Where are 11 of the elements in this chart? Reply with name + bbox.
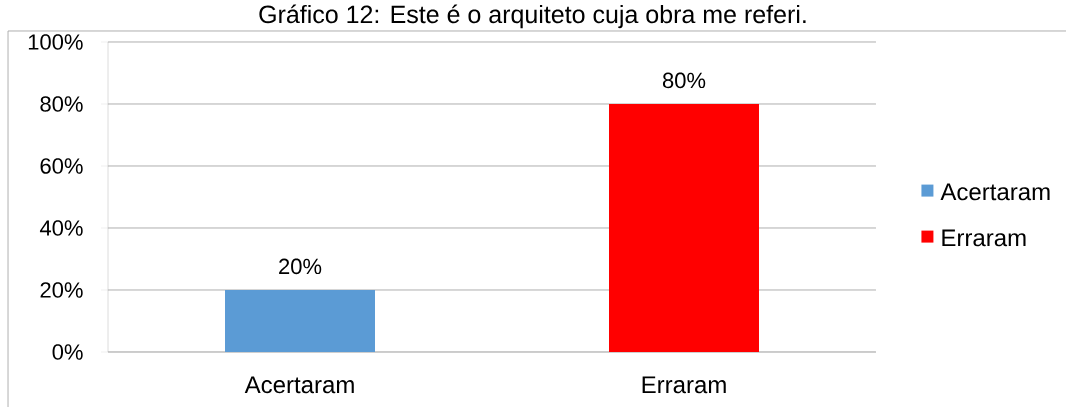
data-label: 80%: [662, 72, 706, 89]
y-tick-label: 20%: [40, 282, 83, 298]
data-label: 20%: [279, 258, 322, 275]
y-tick-label: 60%: [40, 158, 83, 174]
y-tick-label: 40%: [39, 220, 83, 236]
y-tick-label: 100%: [28, 34, 83, 50]
legend-label: Erraram: [942, 229, 1026, 247]
y-tick-label: 0%: [52, 344, 83, 360]
y-tick-label: 80%: [40, 96, 83, 112]
legend-label: Acertaram: [940, 183, 1050, 201]
chart-title: Gráfico 12: Este é o arquiteto cuja obra me referi.: [259, 4, 806, 29]
